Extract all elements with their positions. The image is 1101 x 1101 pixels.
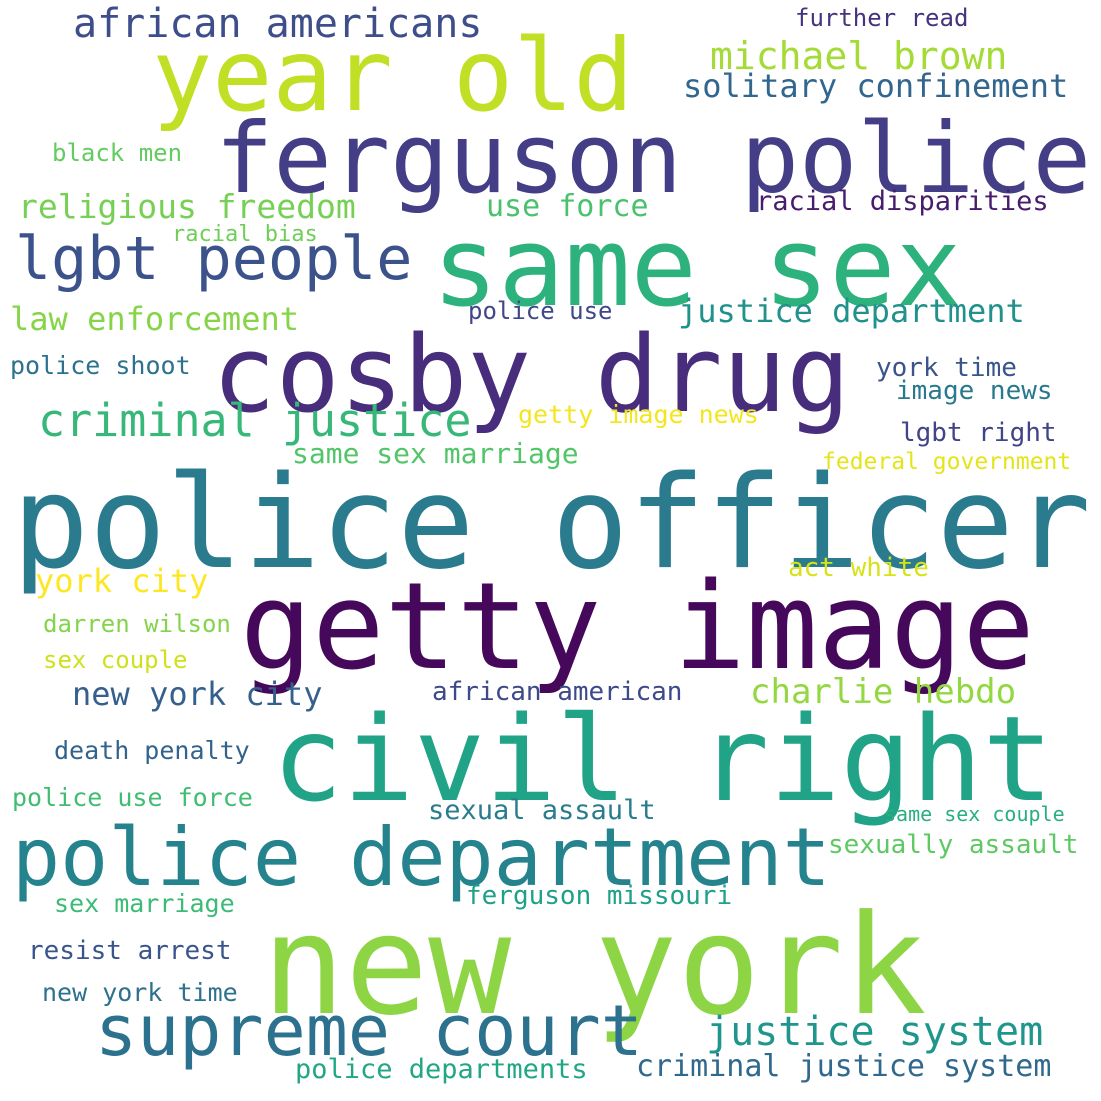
word-police-use: police use <box>468 297 613 325</box>
word-religious-freedom: religious freedom <box>18 187 356 226</box>
word-further-read: further read <box>795 4 969 32</box>
word-criminal-justice: criminal justice <box>38 394 472 447</box>
word-same-sex-marriage: same sex marriage <box>292 437 579 470</box>
word-act-white: act white <box>788 553 929 583</box>
word-police-departments: police departments <box>295 1054 588 1085</box>
word-year-old: year old <box>152 17 634 134</box>
word-image-news: image news <box>896 376 1053 406</box>
word-new-york-city: new york city <box>72 675 323 713</box>
word-police-department: police department <box>12 811 831 904</box>
word-police-use-force: police use force <box>12 783 253 812</box>
word-police-shoot: police shoot <box>10 351 191 380</box>
word-darren-wilson: darren wilson <box>43 610 231 638</box>
word-african-americans: african americans <box>73 1 483 47</box>
word-law-enforcement: law enforcement <box>10 300 299 338</box>
word-charlie-hebdo: charlie hebdo <box>750 672 1017 712</box>
word-african-american: african american <box>432 677 683 707</box>
word-police-officer: police officer <box>12 449 1091 598</box>
word-lgbt-people: lgbt people <box>15 224 413 294</box>
word-criminal-justice-system: criminal justice system <box>636 1049 1052 1084</box>
word-getty-image: getty image <box>240 558 1035 697</box>
word-racial-disparities: racial disparities <box>756 186 1049 217</box>
word-civil-right: civil right <box>272 690 1054 828</box>
word-michael-brown: michael brown <box>710 34 1008 78</box>
word-new-york-time: new york time <box>42 978 238 1007</box>
word-york-time: york time <box>876 353 1017 383</box>
word-racial-bias: racial bias <box>172 222 318 247</box>
word-new-york: new york <box>262 885 927 1046</box>
word-sex-couple: sex couple <box>43 646 188 674</box>
word-cosby-drug: cosby drug <box>212 313 851 436</box>
word-sexual-assault: sexual assault <box>428 795 656 826</box>
word-ferguson-police: ferguson police <box>215 102 1091 215</box>
word-supreme-court: supreme court <box>95 990 643 1072</box>
word-use-force: use force <box>486 189 649 224</box>
word-same-sex: same sex <box>432 203 962 331</box>
word-getty-image-news: getty image news <box>518 400 759 429</box>
word-solitary-confinement: solitary confinement <box>683 67 1069 105</box>
word-death-penalty: death penalty <box>54 736 250 765</box>
word-sex-marriage: sex marriage <box>54 889 235 918</box>
word-york-city: york city <box>35 562 209 600</box>
word-same-sex-couple: same sex couple <box>884 802 1065 826</box>
word-sexually-assault: sexually assault <box>828 830 1079 860</box>
word-federal-government: federal government <box>822 449 1072 475</box>
word-justice-department: justice department <box>678 292 1025 330</box>
word-justice-system: justice system <box>706 1009 1044 1055</box>
word-ferguson-missouri: ferguson missouri <box>466 881 733 911</box>
word-black-men: black men <box>52 139 183 167</box>
word-resist-arrest: resist arrest <box>28 936 232 966</box>
word-lgbt-right: lgbt right <box>900 418 1057 448</box>
